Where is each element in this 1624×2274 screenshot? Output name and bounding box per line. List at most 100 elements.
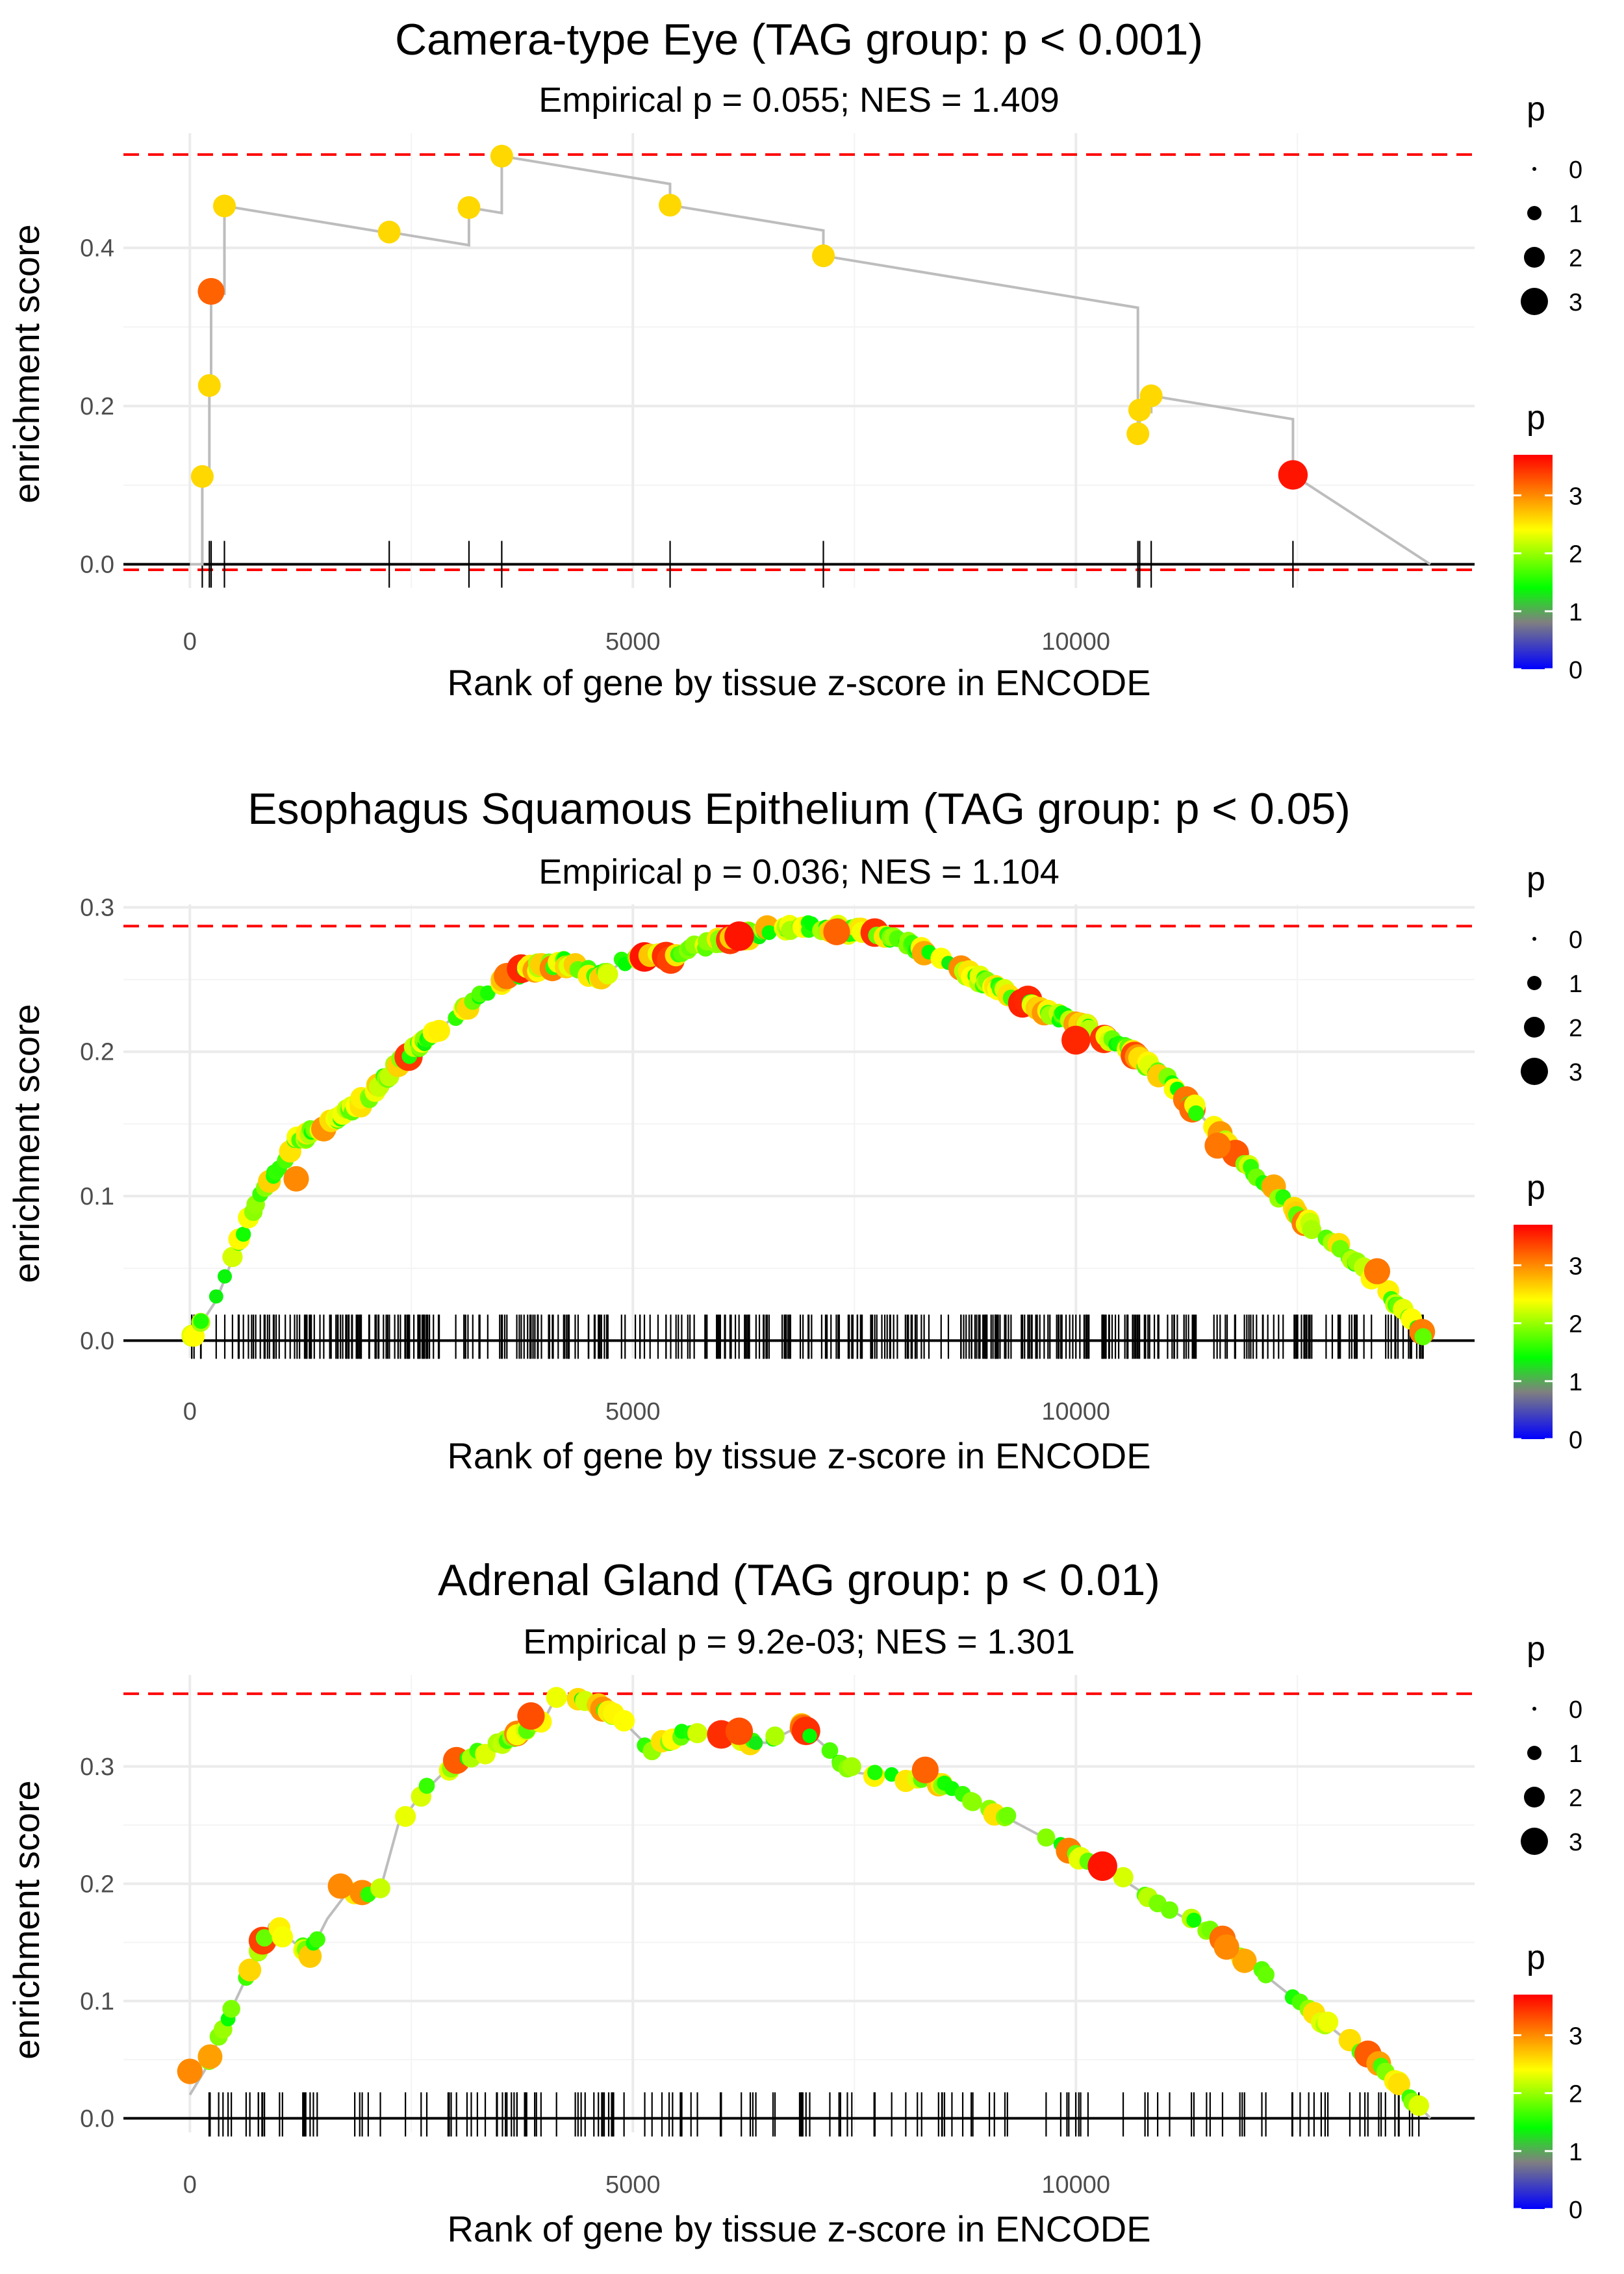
x-tick-label: 0 [183, 1398, 197, 1425]
hit-point [802, 1728, 817, 1743]
hit-point [309, 1931, 325, 1948]
hit-point [867, 1765, 883, 1780]
x-axis-title: Rank of gene by tissue z-score in ENCODE [447, 1435, 1150, 1476]
y-tick-label: 0.2 [80, 393, 114, 420]
y-tick-label: 0.4 [80, 235, 114, 262]
color-legend-label: 0 [1569, 2197, 1582, 2224]
color-legend-bar [1514, 455, 1553, 669]
hit-point-highlight [1061, 1025, 1091, 1055]
hit-point-highlight [823, 918, 850, 945]
panel-camera-type-eye: Camera-type Eye (TAG group: p < 0.001) E… [6, 15, 1582, 703]
x-axis-title: Rank of gene by tissue z-score in ENCODE [447, 662, 1150, 703]
size-legend-label: 0 [1569, 926, 1582, 954]
hit-point [598, 964, 618, 985]
y-tick-label: 0.3 [80, 1754, 114, 1781]
size-legend-label: 3 [1569, 289, 1582, 316]
chart-subtitle: Empirical p = 0.036; NES = 1.104 [539, 852, 1059, 891]
hit-point [428, 1019, 450, 1042]
grid-lines [123, 904, 1475, 1358]
color-legend-title: p [1527, 1939, 1545, 1976]
hit-point-highlight [283, 1166, 309, 1192]
size-legend-label: 0 [1569, 157, 1582, 184]
size-legend-dot [1524, 1017, 1545, 1038]
hit-point-highlight [177, 2058, 203, 2084]
size-legend-dot [1524, 247, 1545, 268]
color-legend-title: p [1527, 1169, 1545, 1207]
hit-point-highlight [725, 1717, 754, 1745]
x-tick-label: 10000 [1041, 1398, 1110, 1425]
chart-title: Adrenal Gland (TAG group: p < 0.01) [438, 1555, 1160, 1605]
size-legend-dot [1521, 1828, 1548, 1855]
size-legend-title: p [1527, 860, 1545, 898]
hit-point [197, 277, 225, 305]
hit-point [1408, 2095, 1430, 2116]
hit-point [998, 1807, 1017, 1825]
y-axis-title: enrichment score [6, 1004, 47, 1283]
x-tick-label: 0 [183, 628, 197, 656]
size-legend-dot [1521, 288, 1548, 315]
hit-point [1037, 1828, 1056, 1847]
plot-background [123, 133, 1475, 588]
hit-point [217, 1269, 233, 1284]
x-tick-label: 10000 [1041, 2171, 1110, 2199]
hit-point-highlight [724, 921, 754, 951]
size-legend-dot [1527, 1746, 1542, 1760]
hit-point-highlight [911, 1756, 939, 1783]
y-axis-title: enrichment score [6, 224, 47, 504]
hit-point [255, 1929, 273, 1947]
color-legend-title: p [1527, 399, 1545, 437]
hit-point [193, 1313, 209, 1329]
size-legend-label: 1 [1569, 1741, 1582, 1768]
hit-point [687, 1723, 708, 1744]
hit-point [197, 2044, 223, 2069]
size-legend-title: p [1527, 90, 1545, 128]
hit-point [1257, 1965, 1275, 1984]
hit-point [1126, 422, 1150, 446]
size-legend-dot [1521, 1058, 1548, 1085]
hit-point [1278, 460, 1308, 490]
color-legend-label: 2 [1569, 541, 1582, 568]
chart-title: Camera-type Eye (TAG group: p < 0.001) [395, 15, 1203, 64]
hit-point [190, 465, 214, 488]
color-legend-bar [1514, 1995, 1553, 2209]
color-legend-label: 0 [1569, 1427, 1582, 1454]
y-tick-label: 0.0 [80, 551, 114, 578]
hit-point [963, 1793, 982, 1811]
x-tick-labels: 0 5000 10000 [183, 1398, 1110, 1425]
chart-subtitle: Empirical p = 0.055; NES = 1.409 [539, 81, 1059, 120]
y-tick-labels: 0.0 0.1 0.2 0.3 [80, 894, 114, 1355]
size-legend-dot [1524, 1787, 1545, 1808]
hit-point [659, 194, 682, 217]
hit-point [761, 925, 777, 940]
x-tick-labels: 0 5000 10000 [183, 628, 1110, 656]
hit-point [395, 1806, 416, 1827]
x-tick-label: 5000 [605, 2171, 661, 2199]
hit-point [197, 374, 221, 397]
x-tick-label: 5000 [605, 628, 661, 656]
x-axis-title: Rank of gene by tissue z-score in ENCODE [447, 2208, 1150, 2249]
hit-point [1388, 2073, 1410, 2095]
y-tick-label: 0.0 [80, 1327, 114, 1355]
hit-point-highlight [517, 1702, 545, 1730]
size-legend-dot [1527, 206, 1542, 220]
y-tick-label: 0.2 [80, 1871, 114, 1898]
chart-title: Esophagus Squamous Epithelium (TAG group… [247, 784, 1351, 834]
hit-point-highlight [1213, 1934, 1239, 1960]
size-legend-dot [1532, 167, 1536, 171]
panel-adrenal-gland: Adrenal Gland (TAG group: p < 0.01) Empi… [6, 1555, 1582, 2249]
color-legend-label: 2 [1569, 2081, 1582, 2108]
hit-point [222, 2000, 240, 2018]
hit-point [370, 1878, 390, 1898]
size-legend-label: 1 [1569, 971, 1582, 998]
hit-point [272, 1926, 294, 1948]
hit-point [236, 1227, 251, 1242]
data-marks [123, 144, 1475, 588]
size-legend-dot [1527, 976, 1542, 990]
x-tick-label: 10000 [1041, 628, 1110, 656]
panel-esophagus-squamous-epithelium: Esophagus Squamous Epithelium (TAG group… [6, 784, 1582, 1476]
hit-point [1113, 1867, 1134, 1887]
hit-point [1414, 1328, 1432, 1346]
hit-point [1188, 1105, 1204, 1121]
color-legend-label: 1 [1569, 599, 1582, 626]
